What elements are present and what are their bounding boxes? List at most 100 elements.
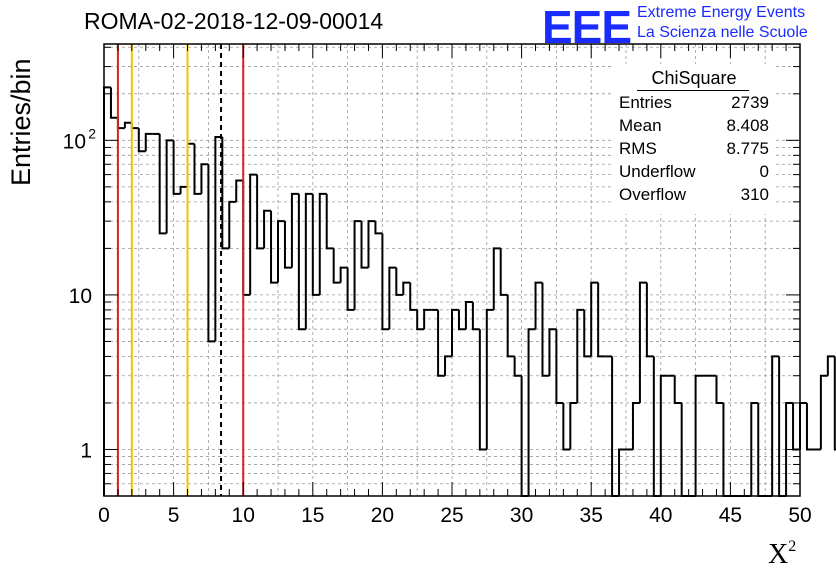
x-tick-label: 50: [788, 504, 811, 527]
histogram-bin: [562, 402, 571, 451]
stats-value: 2739: [731, 93, 769, 112]
histogram-bin: [144, 132, 153, 152]
histogram-bin: [499, 248, 508, 296]
histogram-bin: [374, 221, 383, 235]
histogram-bin: [395, 267, 404, 296]
histogram-bin: [548, 328, 557, 376]
x-tick-label: 5: [168, 504, 180, 527]
histogram-bin: [492, 247, 501, 310]
histogram-bin: [360, 221, 369, 269]
x-tick-label: 35: [580, 504, 603, 527]
histogram-bin: [555, 329, 564, 404]
y-tick-label: 10: [63, 130, 86, 153]
histogram-bin: [819, 374, 828, 450]
histogram-bin: [409, 282, 418, 311]
histogram-bin: [673, 375, 682, 404]
histogram-bin: [353, 220, 362, 310]
eee-logo: EEE: [542, 1, 632, 53]
histogram-bin: [325, 193, 334, 250]
stats-box: ChiSquare Entries 2739 Mean 8.408 RMS 8.…: [612, 64, 776, 214]
reference-lines: [116, 44, 245, 496]
histogram-bin: [367, 220, 376, 268]
x-tick-label: 15: [301, 504, 324, 527]
histogram-bin: [263, 209, 272, 249]
histogram-bin: [109, 87, 118, 119]
histogram-bin: [116, 117, 125, 130]
histogram-bin: [277, 220, 285, 283]
histogram-bin: [799, 401, 807, 450]
y-axis-label: Entries/bin: [6, 58, 36, 186]
histogram-bin: [645, 282, 654, 358]
histogram-bin: [214, 136, 223, 342]
histogram-bin: [750, 401, 759, 496]
histogram-bin: [527, 328, 536, 496]
histogram-bin: [416, 309, 425, 331]
histogram-bin: [520, 375, 529, 497]
histogram-bin: [339, 266, 348, 283]
stats-row-mean: Mean 8.408: [619, 116, 769, 138]
histogram-bin: [618, 448, 626, 496]
x-axis-label-exponent: 2: [788, 538, 797, 555]
histogram-bin: [444, 355, 452, 376]
logo-subtitle-line2: La Scienza nelle Scuole: [637, 24, 808, 41]
stats-label: Underflow: [619, 162, 696, 181]
histogram-bin: [123, 121, 132, 129]
histogram-bin: [249, 173, 258, 295]
histogram-bin: [485, 308, 494, 450]
histogram-bin: [792, 402, 800, 451]
stats-row-overflow: Overflow 310: [619, 185, 769, 207]
histogram-bin: [659, 374, 668, 496]
histogram-bin: [283, 221, 292, 269]
histogram-bin: [207, 164, 216, 343]
histogram-bin: [137, 128, 146, 153]
x-axis-label: X2: [768, 538, 796, 571]
histogram-bin: [478, 329, 487, 451]
x-tick-label: 25: [440, 504, 463, 527]
stats-label: Entries: [619, 93, 672, 112]
histogram-bin: [652, 356, 661, 497]
histogram-bin: [506, 294, 515, 358]
stats-label: Mean: [619, 116, 662, 135]
histogram-bin: [165, 139, 174, 234]
x-tick-label: 20: [371, 504, 394, 527]
logo-subtitle-line1: Extreme Energy Events: [637, 4, 806, 21]
histogram-bin: [332, 248, 341, 284]
x-tick-label: 0: [98, 504, 110, 527]
histogram-bin: [297, 193, 306, 331]
histogram-bin: [534, 281, 543, 330]
histogram-bin: [694, 374, 703, 496]
y-tick-label: 1: [80, 439, 92, 462]
stats-value: 8.408: [726, 116, 769, 135]
histogram-bin: [270, 210, 278, 284]
histogram-bin: [590, 281, 599, 357]
stats-divider: [637, 90, 749, 91]
histogram-bin: [826, 355, 835, 376]
x-tick-label: 45: [719, 504, 742, 527]
histogram-bin: [631, 401, 640, 450]
histogram-bin: [318, 192, 327, 295]
histogram-bin: [833, 356, 836, 451]
histogram-bin: [186, 142, 195, 187]
histogram-bin: [290, 192, 299, 268]
x-tick-label: 30: [510, 504, 533, 527]
histogram-bin: [583, 309, 592, 358]
histogram-bin: [200, 163, 209, 194]
histogram-bin: [179, 185, 188, 194]
histogram-bin: [256, 174, 265, 250]
histogram-bin: [311, 193, 320, 296]
histogram-bin: [451, 308, 459, 357]
stats-label: Overflow: [619, 185, 687, 204]
histogram-bin: [597, 282, 606, 358]
histogram-bin: [638, 281, 647, 403]
histogram-bin: [778, 356, 787, 497]
x-tick-label: 40: [649, 504, 672, 527]
histogram-bin: [771, 355, 780, 496]
stats-title: ChiSquare: [651, 68, 737, 88]
y-tick-label: 10: [69, 285, 92, 308]
histogram-bin: [130, 122, 139, 130]
histogram-bin: [513, 356, 522, 377]
histogram-bin: [228, 200, 237, 249]
stats-row-entries: Entries 2739: [619, 93, 769, 115]
histogram-bin: [471, 301, 480, 331]
